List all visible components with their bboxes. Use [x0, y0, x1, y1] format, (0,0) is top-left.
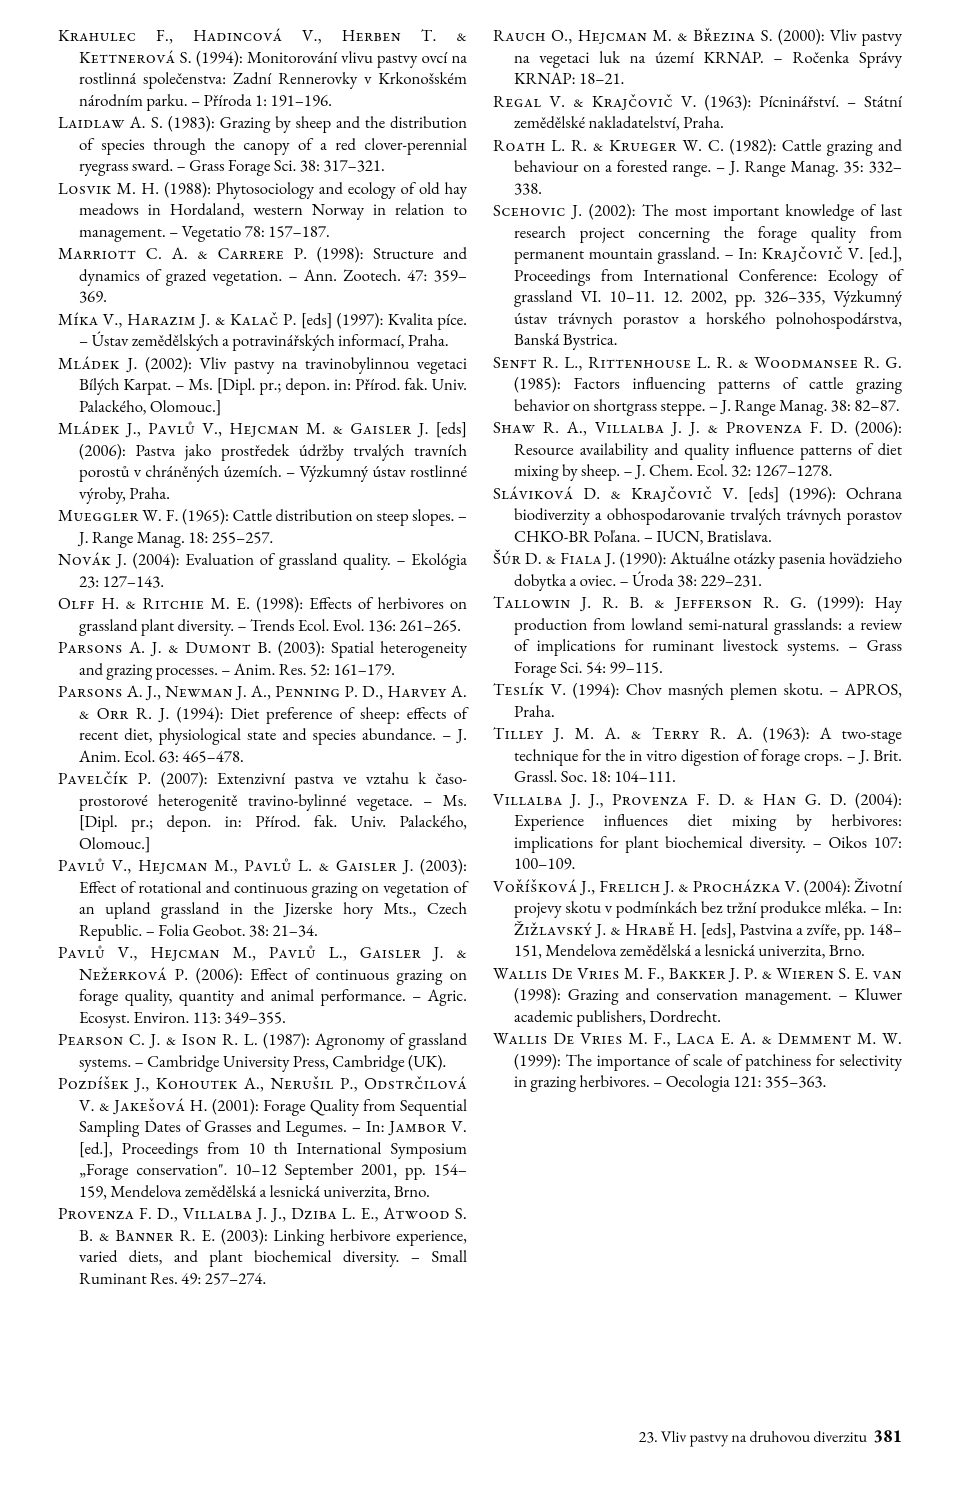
reference-authors: Rauch O., Hejcman M. & Březina S.	[493, 25, 773, 47]
reference-authors: Voříšková J., Frelich J. & Procházka V.	[493, 876, 800, 898]
reference-authors: Villalba J. J., Provenza F. D. & Han G. …	[493, 789, 847, 811]
reference-entry: Tilley J. M. A. & Terry R. A. (1963): A …	[493, 724, 902, 789]
reference-entry: Pavlů V., Hejcman M., Pavlů L., Gaisler …	[58, 943, 467, 1029]
reference-entry: Wallis De Vries M. F., Laca E. A. & Demm…	[493, 1029, 902, 1094]
reference-authors: Losvik M. H.	[58, 178, 159, 200]
reference-authors: Marriott C. A. & Carrere P.	[58, 243, 307, 265]
reference-entry: Parsons A. J., Newman J. A., Penning P. …	[58, 682, 467, 768]
reference-entry: Rauch O., Hejcman M. & Březina S. (2000)…	[493, 26, 902, 91]
reference-authors: Tallowin J. R. B. & Jefferson R. G.	[493, 592, 807, 614]
reference-authors: Parsons A. J., Newman J. A., Penning P. …	[58, 681, 467, 725]
reference-authors: Shaw R. A., Villalba J. J. & Provenza F.…	[493, 417, 848, 439]
reference-entry: Provenza F. D., Villalba J. J., Dziba L.…	[58, 1204, 467, 1290]
reference-authors: Mládek J.	[58, 353, 138, 375]
reference-entry: Wallis De Vries M. F., Bakker J. P. & Wi…	[493, 964, 902, 1029]
reference-entry: Tallowin J. R. B. & Jefferson R. G. (199…	[493, 593, 902, 679]
reference-entry: Pavelčík P. (2007): Extenzivní pastva ve…	[58, 769, 467, 855]
reference-authors: Sláviková D. & Krajčovič V.	[493, 483, 738, 505]
reference-authors: Regal V. & Krajčovič V.	[493, 91, 697, 113]
reference-authors: Pozdíšek J., Kohoutek A., Nerušil P., Od…	[58, 1073, 467, 1117]
reference-entry: Teslík V. (1994): Chov masných plemen sk…	[493, 680, 902, 723]
reference-authors: Mládek J., Pavlů V., Hejcman M. & Gaisle…	[58, 418, 429, 440]
reference-entry: Senft R. L., Rittenhouse L. R. & Woodman…	[493, 353, 902, 418]
reference-authors: Krahulec F., Hadincová V., Herben T. & K…	[58, 25, 467, 69]
reference-entry: Mueggler W. F. (1965): Cattle distributi…	[58, 506, 467, 549]
reference-authors: Míka V., Harazim J. & Kalač P.	[58, 309, 297, 331]
reference-entry: Voříšková J., Frelich J. & Procházka V. …	[493, 877, 902, 963]
reference-authors: Scehovic J.	[493, 200, 582, 222]
reference-entry: Šúr D. & Fiala J. (1990): Aktuálne otázk…	[493, 549, 902, 592]
reference-authors: Pavelčík P.	[58, 768, 151, 790]
reference-entry: Novák J. (2004): Evaluation of grassland…	[58, 550, 467, 593]
reference-authors: Pearson C. J. & Ison R. L.	[58, 1029, 258, 1051]
reference-entry: Pearson C. J. & Ison R. L. (1987): Agron…	[58, 1030, 467, 1073]
reference-entry: Laidlaw A. S. (1983): Grazing by sheep a…	[58, 113, 467, 178]
reference-entry: Olff H. & Ritchie M. E. (1998): Effects …	[58, 594, 467, 637]
reference-authors: Laidlaw A. S.	[58, 112, 163, 134]
reference-entry: Scehovic J. (2002): The most important k…	[493, 201, 902, 352]
reference-authors: Provenza F. D., Villalba J. J., Dziba L.…	[58, 1203, 467, 1247]
reference-authors: Šúr D. & Fiala J.	[493, 548, 616, 570]
reference-entry: Villalba J. J., Provenza F. D. & Han G. …	[493, 790, 902, 876]
reference-entry: Roath L. R. & Krueger W. C. (1982): Catt…	[493, 136, 902, 201]
reference-entry: Krahulec F., Hadincová V., Herben T. & K…	[58, 26, 467, 112]
reference-entry: Pavlů V., Hejcman M., Pavlů L. & Gaisler…	[58, 856, 467, 942]
reference-entry: Losvik M. H. (1988): Phytosociology and …	[58, 179, 467, 244]
reference-entry: Shaw R. A., Villalba J. J. & Provenza F.…	[493, 418, 902, 483]
references-container: Krahulec F., Hadincová V., Herben T. & K…	[0, 0, 960, 1360]
reference-authors: Wallis De Vries M. F., Laca E. A. & Demm…	[493, 1028, 902, 1050]
reference-entry: Míka V., Harazim J. & Kalač P. [eds] (19…	[58, 310, 467, 353]
reference-authors: Parsons A. J. & Dumont B.	[58, 637, 272, 659]
reference-authors: Tilley J. M. A. & Terry R. A.	[493, 723, 753, 745]
reference-entry: Parsons A. J. & Dumont B. (2003): Spatia…	[58, 638, 467, 681]
reference-authors: Pavlů V., Hejcman M., Pavlů L. & Gaisler…	[58, 855, 414, 877]
reference-entry: Marriott C. A. & Carrere P. (1998): Stru…	[58, 244, 467, 309]
reference-authors: Novák J.	[58, 549, 127, 571]
reference-entry: Regal V. & Krajčovič V. (1963): Pícninář…	[493, 92, 902, 135]
reference-authors: Senft R. L., Rittenhouse L. R. & Woodman…	[493, 352, 902, 374]
reference-authors: Wallis De Vries M. F., Bakker J. P. & Wi…	[493, 963, 902, 985]
reference-authors: Teslík V.	[493, 679, 566, 701]
reference-entry: Mládek J. (2002): Vliv pastvy na travino…	[58, 354, 467, 419]
reference-authors: Pavlů V., Hejcman M., Pavlů L., Gaisler …	[58, 942, 467, 986]
reference-authors: Mueggler W. F.	[58, 505, 179, 527]
page-number: 381	[873, 1425, 902, 1448]
chapter-title: 23. Vliv pastvy na druhovou diverzitu	[639, 1426, 867, 1447]
reference-entry: Mládek J., Pavlů V., Hejcman M. & Gaisle…	[58, 419, 467, 505]
reference-authors: Roath L. R. & Krueger W. C.	[493, 135, 724, 157]
reference-entry: Sláviková D. & Krajčovič V. [eds] (1996)…	[493, 484, 902, 549]
reference-authors: Olff H. & Ritchie M. E.	[58, 593, 250, 615]
page-footer: 23. Vliv pastvy na druhovou diverzitu 38…	[639, 1425, 902, 1448]
reference-entry: Pozdíšek J., Kohoutek A., Nerušil P., Od…	[58, 1074, 467, 1203]
